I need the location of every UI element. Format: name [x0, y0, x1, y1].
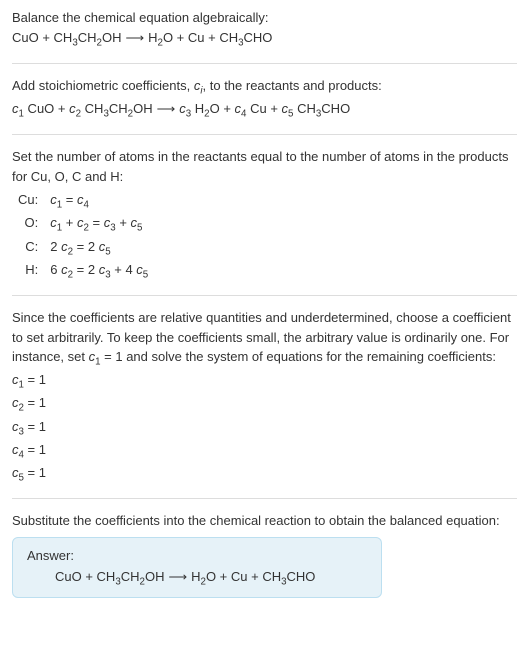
element-label: C:	[12, 237, 44, 260]
answer-equation: CuO + CH3CH2OH⟶H2O + Cu + CH3CHO	[27, 569, 367, 588]
element-equation: c1 + c2 = c3 + c5	[44, 213, 154, 236]
atoms-table: Cu: c1 = c4 O: c1 + c2 = c3 + c5 C: 2 c2…	[12, 190, 154, 283]
table-row: O: c1 + c2 = c3 + c5	[12, 213, 154, 236]
coeffs-equation: c1 CuO + c2 CH3CH2OH⟶c3 H2O + c4 Cu + c5…	[12, 99, 517, 122]
coeff-value: c4 = 1	[12, 440, 517, 463]
table-row: H: 6 c2 = 2 c3 + 4 c5	[12, 260, 154, 283]
solve-title: Since the coefficients are relative quan…	[12, 308, 517, 370]
coeff-list: c1 = 1 c2 = 1 c3 = 1 c4 = 1 c5 = 1	[12, 370, 517, 486]
coeff-value: c3 = 1	[12, 417, 517, 440]
element-label: H:	[12, 260, 44, 283]
element-equation: 6 c2 = 2 c3 + 4 c5	[44, 260, 154, 283]
table-row: Cu: c1 = c4	[12, 190, 154, 213]
section-answer: Substitute the coefficients into the che…	[12, 511, 517, 610]
document: Balance the chemical equation algebraica…	[0, 0, 529, 630]
element-equation: 2 c2 = 2 c5	[44, 237, 154, 260]
element-equation: c1 = c4	[44, 190, 154, 213]
answer-label: Answer:	[27, 548, 367, 563]
section-solve: Since the coefficients are relative quan…	[12, 308, 517, 499]
section-coeffs: Add stoichiometric coefficients, ci, to …	[12, 76, 517, 135]
section-atoms: Set the number of atoms in the reactants…	[12, 147, 517, 296]
element-label: Cu:	[12, 190, 44, 213]
coeff-value: c1 = 1	[12, 370, 517, 393]
balance-equation: CuO + CH3CH2OH⟶H2O + Cu + CH3CHO	[12, 28, 517, 51]
element-label: O:	[12, 213, 44, 236]
coeff-value: c5 = 1	[12, 463, 517, 486]
atoms-title: Set the number of atoms in the reactants…	[12, 147, 517, 186]
coeff-value: c2 = 1	[12, 393, 517, 416]
table-row: C: 2 c2 = 2 c5	[12, 237, 154, 260]
balance-title: Balance the chemical equation algebraica…	[12, 8, 517, 28]
coeffs-title: Add stoichiometric coefficients, ci, to …	[12, 76, 517, 99]
answer-box: Answer: CuO + CH3CH2OH⟶H2O + Cu + CH3CHO	[12, 537, 382, 599]
section-balance: Balance the chemical equation algebraica…	[12, 8, 517, 64]
answer-title: Substitute the coefficients into the che…	[12, 511, 517, 531]
